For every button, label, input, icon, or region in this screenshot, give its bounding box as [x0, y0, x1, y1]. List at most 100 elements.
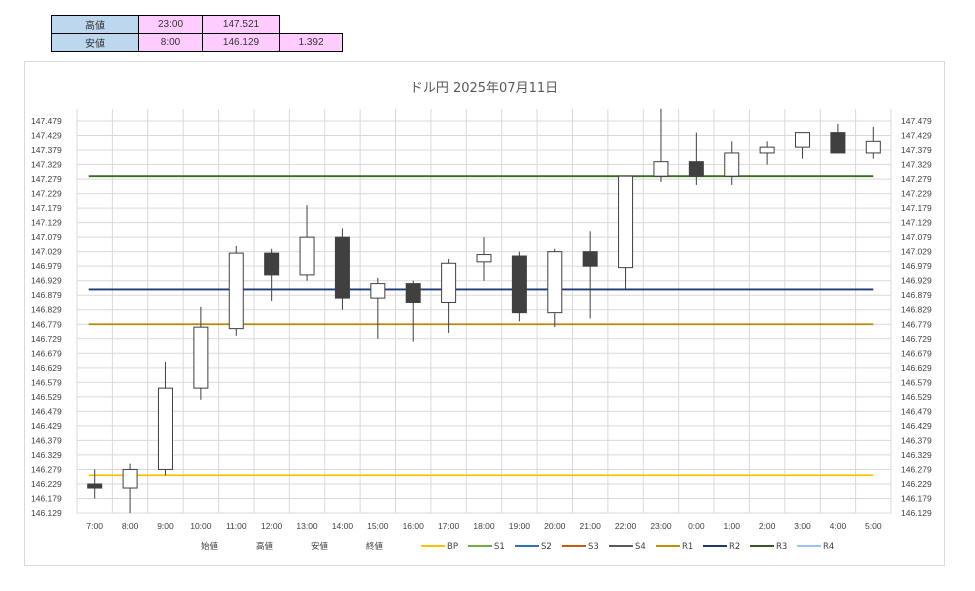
y-tick-label-left: 146.129	[31, 508, 62, 518]
legend-label: 始値	[201, 541, 219, 552]
candle	[87, 469, 103, 499]
y-tick-label-right: 147.379	[901, 145, 932, 155]
y-tick-label-left: 147.329	[31, 160, 62, 170]
candle	[264, 248, 280, 302]
low-label: 安値	[51, 33, 139, 52]
high-time: 23:00	[138, 15, 203, 34]
y-tick-label-right: 146.579	[901, 377, 932, 387]
candle-body	[582, 251, 598, 267]
candle	[122, 463, 138, 513]
candle	[618, 175, 634, 290]
candle	[830, 123, 846, 154]
candle	[228, 245, 244, 336]
y-tick-label-right: 146.329	[901, 450, 932, 460]
candle	[334, 228, 350, 310]
candle	[157, 362, 173, 476]
y-tick-label-left: 146.479	[31, 406, 62, 416]
candle	[653, 108, 669, 182]
y-tick-label-right: 147.479	[901, 116, 932, 126]
x-tick-label: 0:00	[688, 521, 705, 531]
chart-area: ドル円 2025年07月11日 146.129 146.129 146.179 146.…	[24, 61, 945, 566]
x-tick-label: 21:00	[580, 521, 602, 531]
y-tick-label-right: 147.229	[901, 189, 932, 199]
candle-body	[724, 152, 740, 177]
y-tick-label-right: 146.629	[901, 363, 932, 373]
candle	[193, 306, 209, 400]
candle-body	[618, 175, 634, 269]
candle	[759, 141, 775, 165]
legend-label-s4: S4	[635, 542, 646, 552]
price-summary-table: 高値 23:00 147.521 安値 8:00 146.129 1.392	[51, 15, 343, 52]
y-tick-label-right: 146.879	[901, 290, 932, 300]
candle-body	[157, 387, 173, 470]
y-tick-label-left: 146.329	[31, 450, 62, 460]
y-tick-label-left: 146.829	[31, 305, 62, 315]
candle-body	[299, 236, 315, 276]
candle	[724, 141, 740, 185]
y-tick-label-left: 146.179	[31, 493, 62, 503]
low-value: 146.129	[202, 33, 280, 52]
y-tick-label-left: 146.979	[31, 261, 62, 271]
candle	[688, 132, 704, 185]
legend-label-s2: S2	[541, 542, 552, 552]
candle-body	[865, 140, 881, 154]
candle-body	[264, 252, 280, 276]
summary-high-row: 高値 23:00 147.521	[51, 15, 343, 34]
candle	[405, 280, 421, 342]
chart-title: ドル円 2025年07月11日	[410, 81, 558, 96]
y-tick-label-left: 146.429	[31, 421, 62, 431]
y-tick-label-right: 146.529	[901, 392, 932, 402]
y-tick-label-right: 147.279	[901, 174, 932, 184]
summary-blank-cell	[280, 16, 343, 34]
y-tick-label-left: 147.129	[31, 218, 62, 228]
x-tick-label: 16:00	[403, 521, 425, 531]
candle	[795, 132, 811, 159]
x-tick-label: 22:00	[615, 521, 637, 531]
legend-label-bp: BP	[447, 542, 458, 552]
candle	[476, 237, 492, 281]
legend-label-r1: R1	[682, 542, 693, 552]
candle-body	[795, 132, 811, 148]
y-tick-label-right: 146.779	[901, 319, 932, 329]
y-tick-label-left: 147.029	[31, 247, 62, 257]
x-tick-label: 20:00	[544, 521, 566, 531]
candle	[865, 126, 881, 159]
candle-body	[653, 161, 669, 177]
y-tick-label-right: 146.729	[901, 334, 932, 344]
legend-label: 高値	[256, 541, 274, 552]
x-tick-label: 11:00	[226, 521, 247, 531]
y-tick-label-right: 146.479	[901, 406, 932, 416]
y-tick-label-right: 146.679	[901, 348, 932, 358]
y-tick-label-left: 146.379	[31, 435, 62, 445]
summary-low-row: 安値 8:00 146.129 1.392	[51, 33, 343, 52]
y-tick-label-left: 147.179	[31, 203, 62, 213]
x-tick-label: 18:00	[473, 521, 495, 531]
y-tick-label-left: 146.529	[31, 392, 62, 402]
y-tick-label-right: 146.129	[901, 508, 932, 518]
legend-label-s1: S1	[494, 542, 505, 552]
y-tick-label-left: 146.279	[31, 464, 62, 474]
y-tick-label-right: 147.129	[901, 218, 932, 228]
y-tick-label-right: 146.979	[901, 261, 932, 271]
y-tick-label-left: 147.229	[31, 189, 62, 199]
candle	[441, 258, 457, 333]
x-tick-label: 15:00	[367, 521, 389, 531]
y-tick-label-left: 146.729	[31, 334, 62, 344]
candle	[547, 248, 563, 328]
y-tick-label-right: 146.179	[901, 493, 932, 503]
y-tick-label-left: 147.379	[31, 145, 62, 155]
x-tick-label: 3:00	[794, 521, 811, 531]
legend-label-r2: R2	[729, 542, 740, 552]
candle-body	[830, 132, 846, 154]
legend-label: 終値	[366, 541, 384, 552]
candle-body	[87, 483, 103, 489]
y-tick-label-right: 147.329	[901, 160, 932, 170]
y-tick-label-right: 146.229	[901, 479, 932, 489]
legend-label-r4: R4	[823, 542, 834, 552]
y-tick-label-left: 146.579	[31, 377, 62, 387]
candle-body	[370, 283, 386, 299]
candle	[511, 251, 527, 322]
candle	[582, 231, 598, 319]
candle	[370, 277, 386, 339]
y-tick-label-left: 146.629	[31, 363, 62, 373]
